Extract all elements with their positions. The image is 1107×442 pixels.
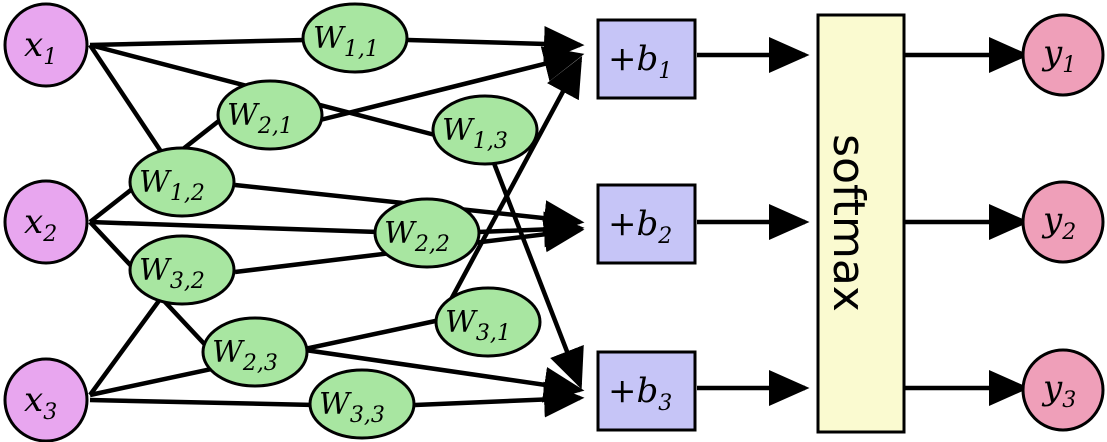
edge-W31-b1 bbox=[438, 56, 583, 322]
input-node-x3: x3 bbox=[3, 357, 89, 442]
svg-text:W1,1: W1,1 bbox=[313, 21, 379, 62]
svg-text:W2,3: W2,3 bbox=[212, 335, 278, 376]
svg-text:y1: y1 bbox=[1041, 33, 1076, 78]
edge-x2-W22 bbox=[89, 219, 379, 235]
svg-text:W3,1: W3,1 bbox=[445, 305, 511, 346]
weight-node-W31: W3,1 bbox=[434, 286, 542, 358]
input-nodes: x1 x2 x3 bbox=[3, 2, 89, 442]
svg-text:W2,2: W2,2 bbox=[384, 216, 450, 257]
svg-text:x2: x2 bbox=[24, 202, 57, 247]
weight-node-W13: W1,3 bbox=[431, 94, 539, 166]
edge-W11-b1 bbox=[407, 25, 585, 62]
output-nodes: y1 y2 y3 bbox=[1021, 13, 1105, 432]
svg-text:W3,3: W3,3 bbox=[319, 387, 385, 428]
svg-text:W3,2: W3,2 bbox=[139, 253, 205, 294]
weight-node-W21: W2,1 bbox=[216, 79, 324, 151]
output-node-y3: y3 bbox=[1021, 348, 1105, 432]
svg-text:+b3: +b3 bbox=[608, 371, 672, 416]
weight-node-W12: W1,2 bbox=[128, 146, 236, 218]
input-node-x1: x1 bbox=[3, 2, 89, 88]
edge-W23-b3 bbox=[304, 347, 585, 403]
weight-node-W22: W2,2 bbox=[373, 197, 481, 269]
bias-node-b1: +b1 bbox=[596, 18, 697, 100]
svg-text:y2: y2 bbox=[1041, 200, 1076, 245]
svg-text:W2,1: W2,1 bbox=[227, 98, 293, 139]
svg-text:+b2: +b2 bbox=[608, 204, 672, 249]
weight-nodes: W1,1 W2,1 W1,2 W1,3 W2,2 W3,2 W3,1 W2,3 bbox=[128, 2, 542, 440]
edge-W13-b3 bbox=[482, 139, 584, 390]
output-node-y1: y1 bbox=[1021, 13, 1105, 97]
bias-nodes: +b1 +b2 +b3 bbox=[596, 18, 697, 432]
edge-W21-b1 bbox=[319, 46, 585, 123]
weight-node-W11: W1,1 bbox=[301, 2, 409, 74]
svg-text:x1: x1 bbox=[24, 25, 57, 70]
svg-text:W1,2: W1,2 bbox=[139, 165, 205, 206]
edge-x3-W33 bbox=[89, 397, 316, 408]
bias-node-b3: +b3 bbox=[596, 350, 697, 432]
weight-node-W33: W3,3 bbox=[308, 368, 416, 440]
svg-text:W1,3: W1,3 bbox=[442, 113, 508, 154]
input-node-x2: x2 bbox=[3, 179, 89, 265]
edge-x1-W11 bbox=[89, 37, 306, 48]
svg-text:+b1: +b1 bbox=[608, 39, 672, 84]
svg-text:y3: y3 bbox=[1041, 368, 1076, 413]
weight-node-W23: W2,3 bbox=[201, 316, 309, 388]
weight-node-W32: W3,2 bbox=[128, 234, 236, 306]
bias-node-b2: +b2 bbox=[596, 183, 697, 265]
softmax-label: softmax bbox=[823, 134, 874, 312]
softmax-block: softmax bbox=[816, 13, 906, 434]
edge-W33-b3 bbox=[414, 381, 585, 418]
output-node-y2: y2 bbox=[1021, 180, 1105, 264]
svg-text:x3: x3 bbox=[24, 380, 57, 425]
